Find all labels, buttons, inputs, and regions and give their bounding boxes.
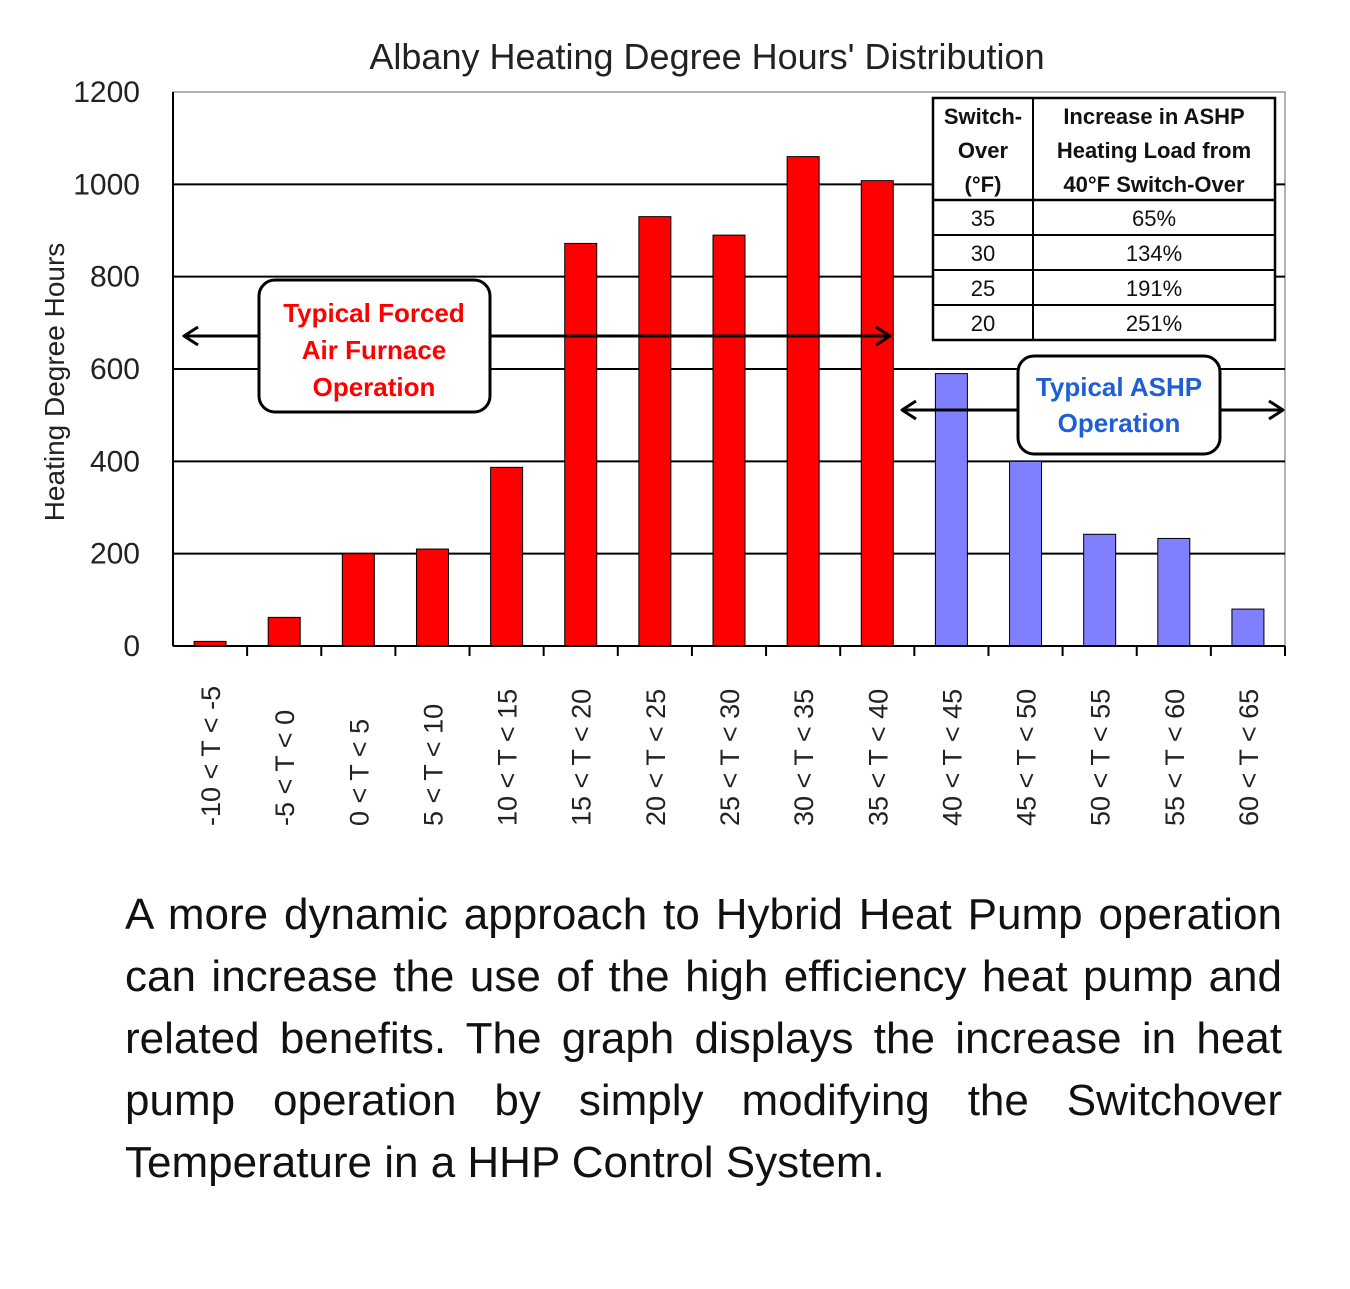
bar [712,234,746,647]
x-tick-label: -5 < T < 0 [270,710,300,826]
table-header-text: Over [958,138,1009,163]
x-tick-label: 10 < T < 15 [493,689,523,826]
x-tick-label: 0 < T < 5 [344,719,374,826]
table-header-text: Switch- [944,104,1022,129]
x-tick-label: 15 < T < 20 [567,689,597,826]
furnace-callout-text: Typical Forced [283,298,465,328]
switchover-table: Switch- Over (°F) Increase in ASHP Heating L… [931,96,1277,342]
arrowhead [875,325,892,347]
annotations: Typical Forced Air Furnace Operation Typica… [182,278,1285,456]
bar [1231,608,1265,647]
bars [193,156,1265,647]
table-header-text: 40°F Switch-Over [1063,172,1245,197]
heating-degree-hours-chart: 0 200 400 600 800 1000 1200 -10 < T < -5 -5 < T… [39,36,1286,826]
x-tick-label: 30 < T < 35 [789,689,819,826]
arrowhead [900,399,917,421]
bar [1009,460,1043,647]
ashp-callout-text: Operation [1058,408,1181,438]
y-tick-label: 1000 [73,168,140,201]
x-tick-label: 25 < T < 30 [715,689,745,826]
y-tick-label: 800 [90,261,140,294]
table-cell: 25 [971,276,995,301]
arrowhead [1268,399,1285,421]
ashp-callout-text: Typical ASHP [1036,372,1202,402]
table-cell: 191% [1126,276,1182,301]
bar [267,616,301,647]
bar [638,216,672,647]
x-tick-label: 35 < T < 40 [863,689,893,826]
bar [1083,533,1117,647]
table-header-text: Heating Load from [1057,138,1251,163]
x-tick-label: 40 < T < 45 [937,689,967,826]
y-axis-label: Heating Degree Hours [39,243,70,522]
x-tick-label: -10 < T < -5 [196,686,226,826]
x-tick-label: 45 < T < 50 [1012,689,1042,826]
bar [564,242,598,647]
y-tick-label: 200 [90,538,140,571]
table-cell: 35 [971,206,995,231]
x-tick-label: 5 < T < 10 [418,704,448,826]
table-header-text: Increase in ASHP [1063,104,1244,129]
table-header-text: (°F) [965,172,1002,197]
furnace-callout-text: Operation [313,372,436,402]
y-tick-labels: 0 200 400 600 800 1000 1200 [73,76,140,663]
caption: A more dynamic approach to Hybrid Heat P… [125,890,1282,1187]
table-cell: 65% [1132,206,1176,231]
x-tick-label: 55 < T < 60 [1160,689,1190,826]
furnace-callout-box [257,278,492,414]
bar [860,180,894,647]
table-cell: 20 [971,311,995,336]
bar [490,466,524,647]
table-cell: 251% [1126,311,1182,336]
x-tick-label: 20 < T < 25 [641,689,671,826]
x-tick-label: 60 < T < 65 [1234,689,1264,826]
y-tick-label: 1200 [73,76,140,109]
bar [415,548,449,647]
bar [341,553,375,647]
y-tick-label: 0 [123,630,140,663]
table-frame [931,96,1277,342]
arrowhead [182,325,199,347]
table-cell: 30 [971,241,995,266]
x-tick-labels: -10 < T < -5 -5 < T < 0 0 < T < 5 5 < T < 1… [196,686,1264,826]
furnace-callout-text: Air Furnace [302,335,447,365]
bar [786,156,820,647]
x-tick-label: 50 < T < 55 [1086,689,1116,826]
ashp-callout-box [1016,354,1222,456]
chart-title: Albany Heating Degree Hours' Distributio… [369,36,1044,77]
bar [934,373,968,647]
y-tick-label: 600 [90,353,140,386]
axes [172,92,1286,656]
bar [1157,537,1191,647]
table-cell: 134% [1126,241,1182,266]
y-tick-label: 400 [90,445,140,478]
